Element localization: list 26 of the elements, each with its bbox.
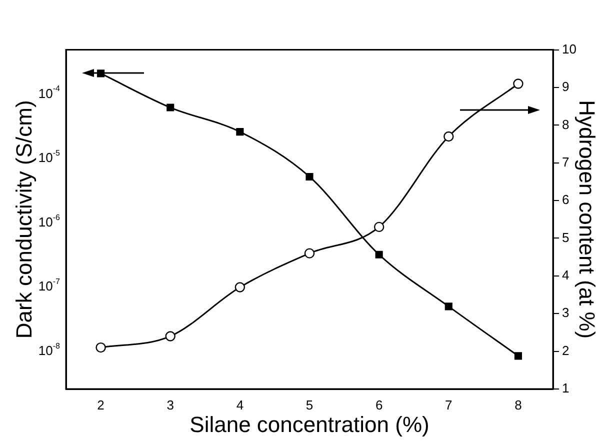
- y2-tick-label: 7: [562, 154, 570, 170]
- x-tick-label: 6: [375, 397, 383, 412]
- point: [375, 250, 383, 258]
- y2-axis-title: Hydrogen content (at %): [574, 100, 600, 339]
- point: [514, 352, 522, 360]
- y2-tick-label: 9: [562, 79, 570, 94]
- x-tick-label: 8: [514, 397, 522, 412]
- point: [166, 104, 174, 112]
- y2-tick-label: 6: [562, 192, 570, 208]
- point: [444, 302, 452, 310]
- point: [306, 172, 314, 181]
- y2-tick-label: 5: [562, 230, 570, 245]
- y2-tick-label: 2: [562, 342, 570, 358]
- y2-tick-label: 1: [562, 380, 570, 396]
- x-tick-label: 3: [166, 397, 174, 412]
- y2-tick-label: 8: [562, 116, 570, 132]
- x-tick-label: 7: [445, 397, 452, 412]
- point: [236, 128, 244, 136]
- y2-tick-label: 4: [562, 268, 570, 283]
- y2-tick-label: 3: [562, 305, 570, 320]
- y-axis-title: Dark conductivity (S/cm): [11, 100, 36, 339]
- x-axis-title: Silane concentration (%): [190, 412, 430, 437]
- y2-tick-label: 10: [562, 41, 576, 56]
- x-tick-label: 5: [306, 397, 314, 412]
- x-tick-label: 4: [236, 397, 244, 412]
- x-tick-label: 2: [97, 397, 104, 412]
